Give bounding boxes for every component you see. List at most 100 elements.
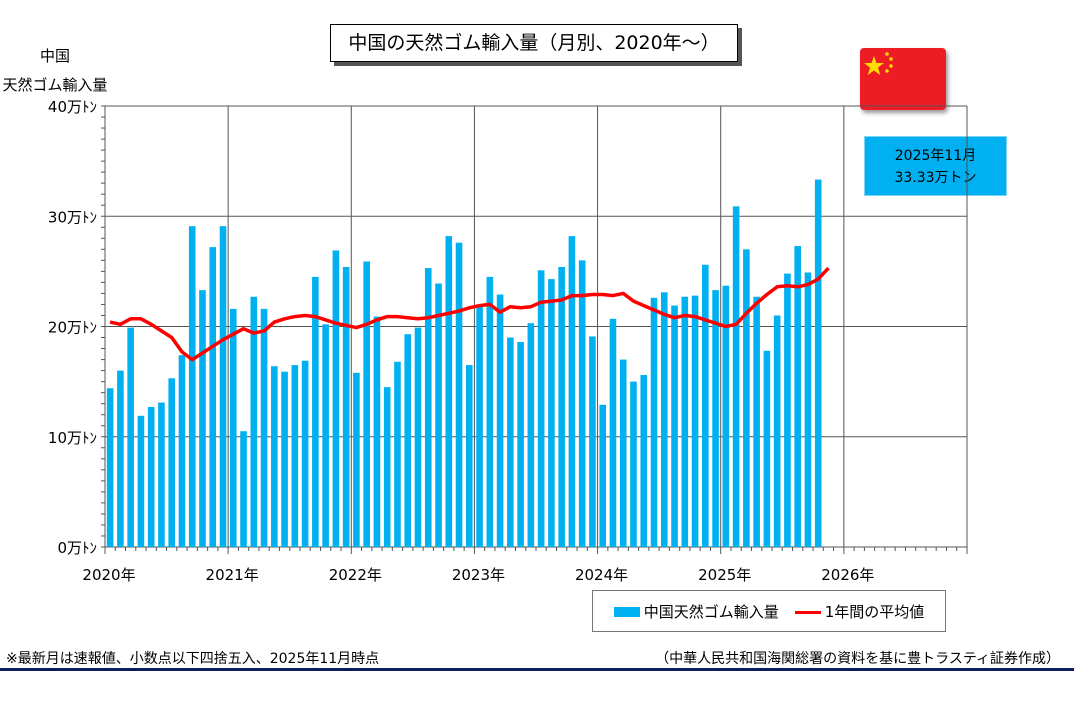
x-tick-label: 2024年: [575, 566, 628, 584]
x-tick-label: 2025年: [698, 566, 751, 584]
y-axis-title-line1: 中国: [39, 47, 70, 65]
y-axis-title-line2: 天然ゴム輸入量: [2, 76, 108, 94]
bar: [383, 387, 391, 547]
bar: [209, 247, 217, 547]
bar: [291, 365, 299, 547]
bar: [476, 305, 483, 547]
bar: [281, 371, 288, 547]
bar: [250, 296, 258, 547]
bar: [814, 179, 822, 547]
bar: [496, 294, 504, 547]
bar: [301, 360, 309, 547]
bar: [650, 297, 658, 547]
x-tick-label: 2020年: [82, 566, 135, 584]
bar: [773, 315, 781, 547]
bar: [630, 381, 637, 547]
bar: [609, 318, 617, 547]
average-line: [109, 266, 830, 362]
y-tick-label: 20万ﾄﾝ: [48, 319, 97, 337]
bar: [445, 236, 453, 547]
bar: [804, 272, 812, 547]
bar: [137, 415, 145, 547]
footnote-left: ※最新月は速報値、小数点以下四捨五入、2025年11月時点: [6, 651, 380, 667]
bar: [363, 261, 370, 547]
bar: [353, 372, 360, 547]
chart-title: 中国の天然ゴム輸入量（月別、2020年～）: [330, 24, 738, 62]
legend-line-swatch: [794, 610, 821, 614]
bar: [127, 327, 134, 547]
bar: [486, 276, 494, 547]
bar: [619, 359, 627, 547]
bar: [640, 375, 648, 547]
legend: 中国天然ゴム輸入量 1年間の平均値: [592, 590, 946, 632]
bar: [219, 226, 227, 548]
bar: [794, 246, 801, 547]
bar: [722, 285, 730, 547]
footnote-source: （中華人民共和国海関総署の資料を基に豊トラスティ証券作成）: [655, 651, 1060, 667]
callout-value: 33.33万トン: [894, 170, 977, 186]
bar: [455, 242, 463, 547]
flag-small-star: [889, 64, 893, 68]
bar: [424, 268, 432, 547]
bar: [753, 296, 760, 547]
bar: [732, 206, 740, 547]
bar: [373, 316, 381, 547]
callout-date: 2025年11月: [894, 148, 977, 164]
bar: [465, 365, 473, 547]
bar: [178, 355, 186, 547]
bar: [240, 431, 247, 547]
bar: [322, 324, 329, 547]
bar: [599, 404, 607, 547]
x-tick-label: 2022年: [329, 566, 382, 584]
y-tick-label: 30万ﾄﾝ: [48, 208, 97, 226]
bar: [763, 350, 771, 547]
bar: [558, 266, 565, 547]
bar: [712, 290, 719, 547]
flag-small-star: [885, 52, 889, 56]
bar: [342, 266, 350, 547]
bar: [260, 308, 268, 547]
bar: [517, 341, 524, 547]
bar: [188, 226, 196, 548]
y-tick-label: 0万ﾄﾝ: [57, 539, 97, 557]
footer-rule: [0, 668, 1074, 671]
bar: [435, 283, 442, 547]
bar: [578, 260, 586, 547]
bar: [332, 250, 340, 548]
bar: [681, 296, 689, 547]
bar: [158, 402, 165, 547]
flag-big-star: [864, 56, 884, 75]
latest-value-callout: 2025年11月 33.33万トン: [864, 136, 1007, 196]
bar: [548, 279, 555, 547]
legend-bar-swatch: [613, 607, 640, 617]
bar: [229, 308, 237, 547]
bar: [394, 361, 401, 547]
bar: [784, 273, 791, 547]
bar: [271, 366, 278, 547]
legend-label: 1年間の平均値: [824, 602, 925, 621]
flag-small-star: [889, 57, 893, 61]
legend-label: 中国天然ゴム輸入量: [643, 602, 779, 621]
bar: [589, 336, 596, 547]
bar: [743, 249, 750, 547]
bar: [168, 378, 176, 547]
bar: [414, 327, 422, 547]
bar: [671, 305, 678, 547]
y-axis-title: 中国 天然ゴム輸入量: [0, 42, 110, 100]
y-tick-label: 40万ﾄﾝ: [48, 98, 97, 116]
bar: [507, 337, 514, 547]
y-tick-label: 10万ﾄﾝ: [48, 429, 97, 447]
chart-plot: 0万ﾄﾝ 10万ﾄﾝ 20万ﾄﾝ 30万ﾄﾝ 40万ﾄﾝ 2020年 2021年 2022年 2…: [48, 98, 968, 584]
x-tick-label: 2023年: [452, 566, 505, 584]
bar: [106, 388, 114, 547]
bar: [568, 236, 576, 547]
bar: [702, 264, 709, 547]
bar: [404, 334, 412, 547]
china-flag-icon: [860, 48, 946, 110]
bar: [312, 276, 319, 547]
bar: [147, 406, 155, 547]
bar: [199, 290, 206, 547]
legend-item-bars: 中国天然ゴム輸入量: [613, 601, 779, 622]
x-tick-label: 2021年: [206, 566, 259, 584]
bar: [660, 292, 668, 547]
